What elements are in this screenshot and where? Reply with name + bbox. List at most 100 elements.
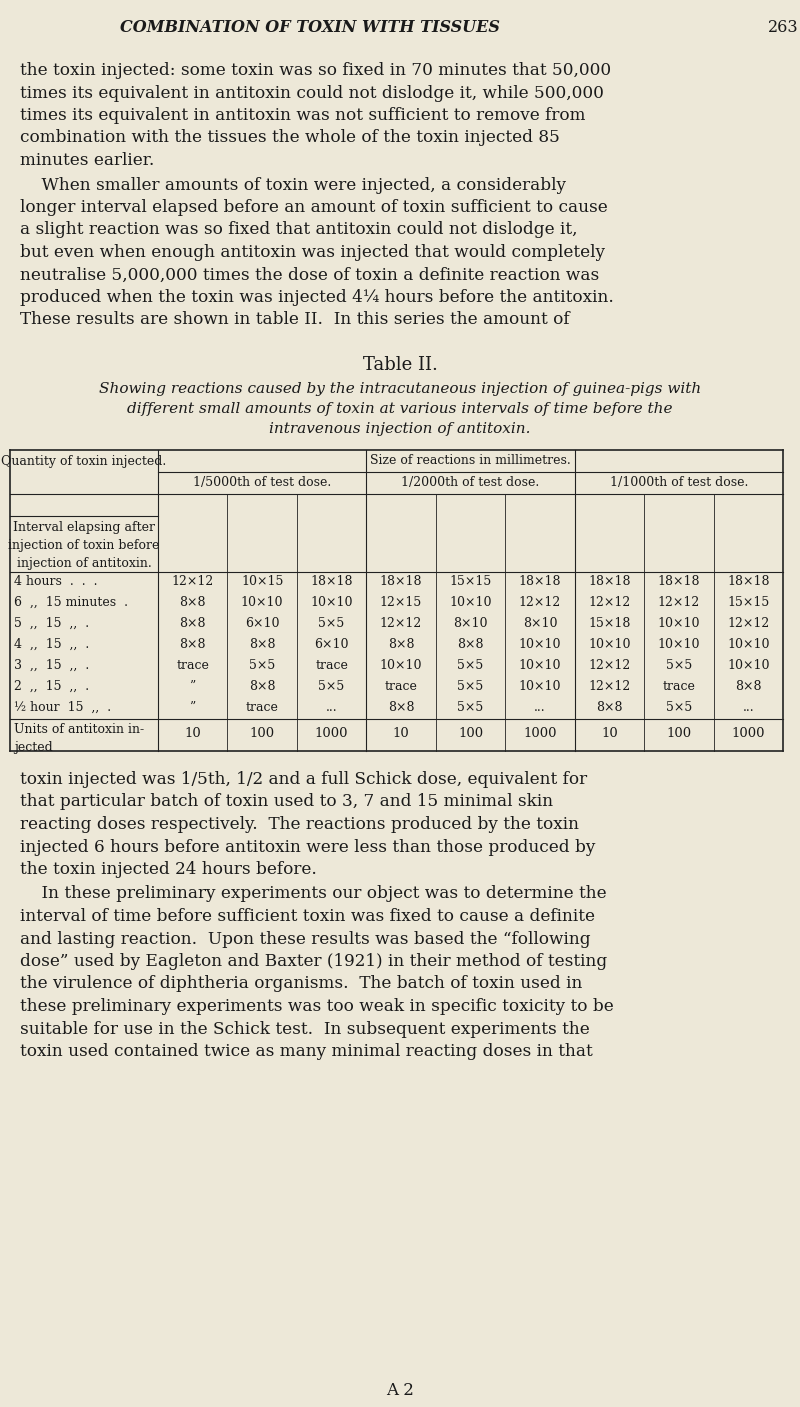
Text: 5×5: 5×5 <box>318 680 345 694</box>
Text: trace: trace <box>315 658 348 673</box>
Text: the toxin injected: some toxin was so fixed in 70 minutes that 50,000: the toxin injected: some toxin was so fi… <box>20 62 611 79</box>
Text: These results are shown in table II.  In this series the amount of: These results are shown in table II. In … <box>20 311 570 328</box>
Text: 15×18: 15×18 <box>588 618 630 630</box>
Text: and lasting reaction.  Upon these results was based the “following: and lasting reaction. Upon these results… <box>20 930 590 947</box>
Text: 12×12: 12×12 <box>588 658 630 673</box>
Text: 10: 10 <box>601 727 618 740</box>
Text: 1/5000th of test dose.: 1/5000th of test dose. <box>193 476 331 490</box>
Text: 4 hours  .  .  .: 4 hours . . . <box>14 575 98 588</box>
Text: 10×10: 10×10 <box>380 658 422 673</box>
Text: 15×15: 15×15 <box>727 597 770 609</box>
Text: Showing reactions caused by the intracutaneous injection of guinea-pigs with: Showing reactions caused by the intracut… <box>99 381 701 395</box>
Text: ”: ” <box>190 680 196 694</box>
Text: 5×5: 5×5 <box>458 658 484 673</box>
Text: 6×10: 6×10 <box>245 618 279 630</box>
Text: 8×8: 8×8 <box>249 680 275 694</box>
Text: 10×10: 10×10 <box>518 637 561 651</box>
Text: different small amounts of toxin at various intervals of time before the: different small amounts of toxin at vari… <box>127 402 673 416</box>
Text: 10×10: 10×10 <box>241 597 283 609</box>
Text: In these preliminary experiments our object was to determine the: In these preliminary experiments our obj… <box>20 885 606 902</box>
Text: trace: trace <box>176 658 209 673</box>
Text: 12×12: 12×12 <box>588 680 630 694</box>
Text: 5×5: 5×5 <box>318 618 345 630</box>
Text: longer interval elapsed before an amount of toxin sufficient to cause: longer interval elapsed before an amount… <box>20 198 608 217</box>
Text: reacting doses respectively.  The reactions produced by the toxin: reacting doses respectively. The reactio… <box>20 816 579 833</box>
Text: produced when the toxin was injected 4¼ hours before the antitoxin.: produced when the toxin was injected 4¼ … <box>20 288 614 305</box>
Text: 10: 10 <box>393 727 410 740</box>
Text: 100: 100 <box>250 727 274 740</box>
Text: 100: 100 <box>458 727 483 740</box>
Text: 15×15: 15×15 <box>450 575 492 588</box>
Text: 18×18: 18×18 <box>727 575 770 588</box>
Text: 18×18: 18×18 <box>588 575 630 588</box>
Text: ...: ... <box>742 701 754 713</box>
Text: 10×15: 10×15 <box>241 575 283 588</box>
Text: 8×10: 8×10 <box>454 618 488 630</box>
Text: 1000: 1000 <box>523 727 557 740</box>
Text: 8×10: 8×10 <box>522 618 557 630</box>
Text: 10×10: 10×10 <box>727 658 770 673</box>
Text: 10×10: 10×10 <box>658 618 700 630</box>
Text: injected 6 hours before antitoxin were less than those produced by: injected 6 hours before antitoxin were l… <box>20 839 595 855</box>
Text: the virulence of diphtheria organisms.  The batch of toxin used in: the virulence of diphtheria organisms. T… <box>20 975 582 992</box>
Text: toxin used contained twice as many minimal reacting doses in that: toxin used contained twice as many minim… <box>20 1043 593 1059</box>
Text: 12×12: 12×12 <box>519 597 561 609</box>
Text: dose” used by Eagleton and Baxter (1921) in their method of testing: dose” used by Eagleton and Baxter (1921)… <box>20 953 607 969</box>
Text: 8×8: 8×8 <box>388 637 414 651</box>
Text: 10×10: 10×10 <box>450 597 492 609</box>
Text: ”: ” <box>190 701 196 713</box>
Text: 100: 100 <box>666 727 691 740</box>
Text: 10×10: 10×10 <box>727 637 770 651</box>
Text: 8×8: 8×8 <box>249 637 275 651</box>
Text: 5  ,,  15  ,,  .: 5 ,, 15 ,, . <box>14 618 89 630</box>
Text: trace: trace <box>662 680 695 694</box>
Text: 12×12: 12×12 <box>588 597 630 609</box>
Text: times its equivalent in antitoxin could not dislodge it, while 500,000: times its equivalent in antitoxin could … <box>20 84 604 101</box>
Text: 1000: 1000 <box>315 727 348 740</box>
Text: 12×12: 12×12 <box>658 597 700 609</box>
Text: 12×15: 12×15 <box>380 597 422 609</box>
Text: Size of reactions in millimetres.: Size of reactions in millimetres. <box>370 454 571 467</box>
Text: When smaller amounts of toxin were injected, a considerably: When smaller amounts of toxin were injec… <box>20 176 566 194</box>
Text: 8×8: 8×8 <box>735 680 762 694</box>
Text: 10×10: 10×10 <box>310 597 353 609</box>
Text: ½ hour  15  ,,  .: ½ hour 15 ,, . <box>14 701 111 713</box>
Text: 5×5: 5×5 <box>458 680 484 694</box>
Text: 6  ,,  15 minutes  .: 6 ,, 15 minutes . <box>14 597 128 609</box>
Text: suitable for use in the Schick test.  In subsequent experiments the: suitable for use in the Schick test. In … <box>20 1020 590 1037</box>
Text: trace: trace <box>246 701 278 713</box>
Text: that particular batch of toxin used to 3, 7 and 15 minimal skin: that particular batch of toxin used to 3… <box>20 794 553 810</box>
Text: neutralise 5,000,000 times the dose of toxin a definite reaction was: neutralise 5,000,000 times the dose of t… <box>20 266 599 283</box>
Text: 10×10: 10×10 <box>518 680 561 694</box>
Text: these preliminary experiments was too weak in specific toxicity to be: these preliminary experiments was too we… <box>20 998 614 1014</box>
Text: 18×18: 18×18 <box>310 575 353 588</box>
Text: 1/2000th of test dose.: 1/2000th of test dose. <box>402 476 540 490</box>
Text: 8×8: 8×8 <box>596 701 622 713</box>
Text: intravenous injection of antitoxin.: intravenous injection of antitoxin. <box>270 422 530 436</box>
Text: 1000: 1000 <box>731 727 765 740</box>
Text: times its equivalent in antitoxin was not sufficient to remove from: times its equivalent in antitoxin was no… <box>20 107 586 124</box>
Text: ...: ... <box>326 701 338 713</box>
Text: combination with the tissues the whole of the toxin injected 85: combination with the tissues the whole o… <box>20 129 560 146</box>
Text: 18×18: 18×18 <box>380 575 422 588</box>
Text: 10×10: 10×10 <box>518 658 561 673</box>
Text: Quantity of toxin injected.: Quantity of toxin injected. <box>2 454 166 469</box>
Text: COMBINATION OF TOXIN WITH TISSUES: COMBINATION OF TOXIN WITH TISSUES <box>120 20 500 37</box>
Text: 5×5: 5×5 <box>249 658 275 673</box>
Text: 3  ,,  15  ,,  .: 3 ,, 15 ,, . <box>14 658 90 673</box>
Text: 10×10: 10×10 <box>658 637 700 651</box>
Text: 10×10: 10×10 <box>588 637 630 651</box>
Text: minutes earlier.: minutes earlier. <box>20 152 154 169</box>
Text: 2  ,,  15  ,,  .: 2 ,, 15 ,, . <box>14 680 89 694</box>
Text: 8×8: 8×8 <box>179 618 206 630</box>
Text: a slight reaction was so fixed that antitoxin could not dislodge it,: a slight reaction was so fixed that anti… <box>20 221 578 239</box>
Text: 4  ,,  15  ,,  .: 4 ,, 15 ,, . <box>14 637 90 651</box>
Text: 12×12: 12×12 <box>380 618 422 630</box>
Text: interval of time before sufficient toxin was fixed to cause a definite: interval of time before sufficient toxin… <box>20 908 595 924</box>
Text: 8×8: 8×8 <box>179 597 206 609</box>
Text: Table II.: Table II. <box>362 356 438 374</box>
Text: Interval elapsing after
injection of toxin before
injection of antitoxin.: Interval elapsing after injection of tox… <box>8 521 160 570</box>
Text: ...: ... <box>534 701 546 713</box>
Text: 8×8: 8×8 <box>179 637 206 651</box>
Text: but even when enough antitoxin was injected that would completely: but even when enough antitoxin was injec… <box>20 243 605 262</box>
